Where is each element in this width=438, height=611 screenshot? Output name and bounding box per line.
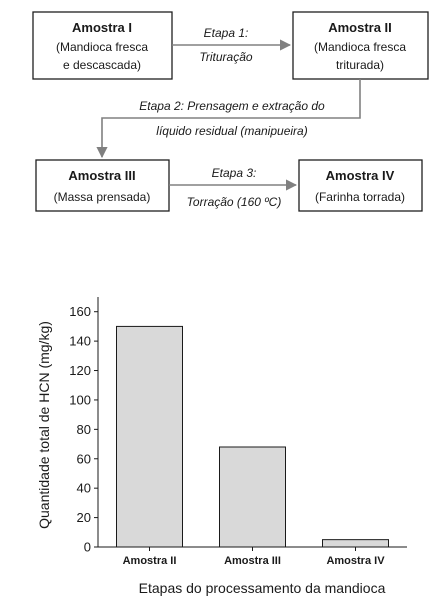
y-tick-label: 140 <box>69 334 91 349</box>
bar <box>116 325 183 548</box>
x-category-label: Amostra IV <box>326 555 385 567</box>
y-axis: 0 20 40 60 80 100 120 140 160 <box>69 297 99 555</box>
y-ticks: 0 20 40 60 80 100 120 140 160 <box>69 304 98 555</box>
step-2: Etapa 2: Prensagem e extração do líquido… <box>96 79 361 159</box>
step-1-label: Etapa 1: <box>204 26 249 40</box>
y-tick-label: 160 <box>69 304 91 319</box>
bar <box>322 539 389 548</box>
y-axis-title: Quantidade total de HCN (mg/kg) <box>36 321 52 529</box>
y-tick-label: 120 <box>69 363 91 378</box>
box-amostra-i-title: Amostra I <box>72 20 132 35</box>
step-3: Etapa 3: Torração (160 ºC) <box>169 166 298 209</box>
step-3-description: Torração (160 ºC) <box>187 195 282 209</box>
box-amostra-iii: Amostra III (Massa prensada) <box>35 159 170 212</box>
x-ticks: Amostra II Amostra III Amostra IV <box>123 547 385 567</box>
box-amostra-i-line2: e descascada) <box>63 58 141 72</box>
flowchart: Amostra I (Mandioca fresca e descascada)… <box>32 11 429 212</box>
y-tick-label: 40 <box>77 481 91 496</box>
box-amostra-ii-line1: (Mandioca fresca <box>314 40 406 54</box>
bars <box>116 325 389 548</box>
x-axis: Amostra II Amostra III Amostra IV <box>98 546 407 567</box>
step-2-description: líquido residual (manipueira) <box>156 124 307 138</box>
step-1-description: Trituração <box>199 50 252 64</box>
bar <box>219 446 286 548</box>
y-tick-label: 80 <box>77 422 91 437</box>
step-3-label: Etapa 3: <box>212 166 257 180</box>
box-amostra-ii-title: Amostra II <box>328 20 392 35</box>
step-1: Etapa 1: Trituração <box>172 26 292 64</box>
arrow-step-2 <box>96 79 361 159</box>
x-category-label: Amostra III <box>224 555 281 567</box>
box-amostra-iv: Amostra IV (Farinha torrada) <box>298 159 423 212</box>
box-amostra-ii: Amostra II (Mandioca fresca triturada) <box>292 11 429 80</box>
step-2-label: Etapa 2: Prensagem e extração do <box>139 99 325 113</box>
box-amostra-ii-line2: triturada) <box>336 58 384 72</box>
y-tick-label: 0 <box>84 540 91 555</box>
box-amostra-i: Amostra I (Mandioca fresca e descascada) <box>32 11 173 80</box>
x-category-label: Amostra II <box>123 555 177 567</box>
box-amostra-iv-title: Amostra IV <box>326 168 395 183</box>
y-tick-label: 20 <box>77 510 91 525</box>
y-tick-label: 60 <box>77 451 91 466</box>
y-tick-label: 100 <box>69 392 91 407</box>
box-amostra-i-line1: (Mandioca fresca <box>56 40 148 54</box>
box-amostra-iii-title: Amostra III <box>68 168 135 183</box>
box-amostra-iv-line1: (Farinha torrada) <box>315 190 405 204</box>
box-amostra-iii-line1: (Massa prensada) <box>54 190 151 204</box>
x-axis-title: Etapas do processamento da mandioca <box>139 580 386 596</box>
